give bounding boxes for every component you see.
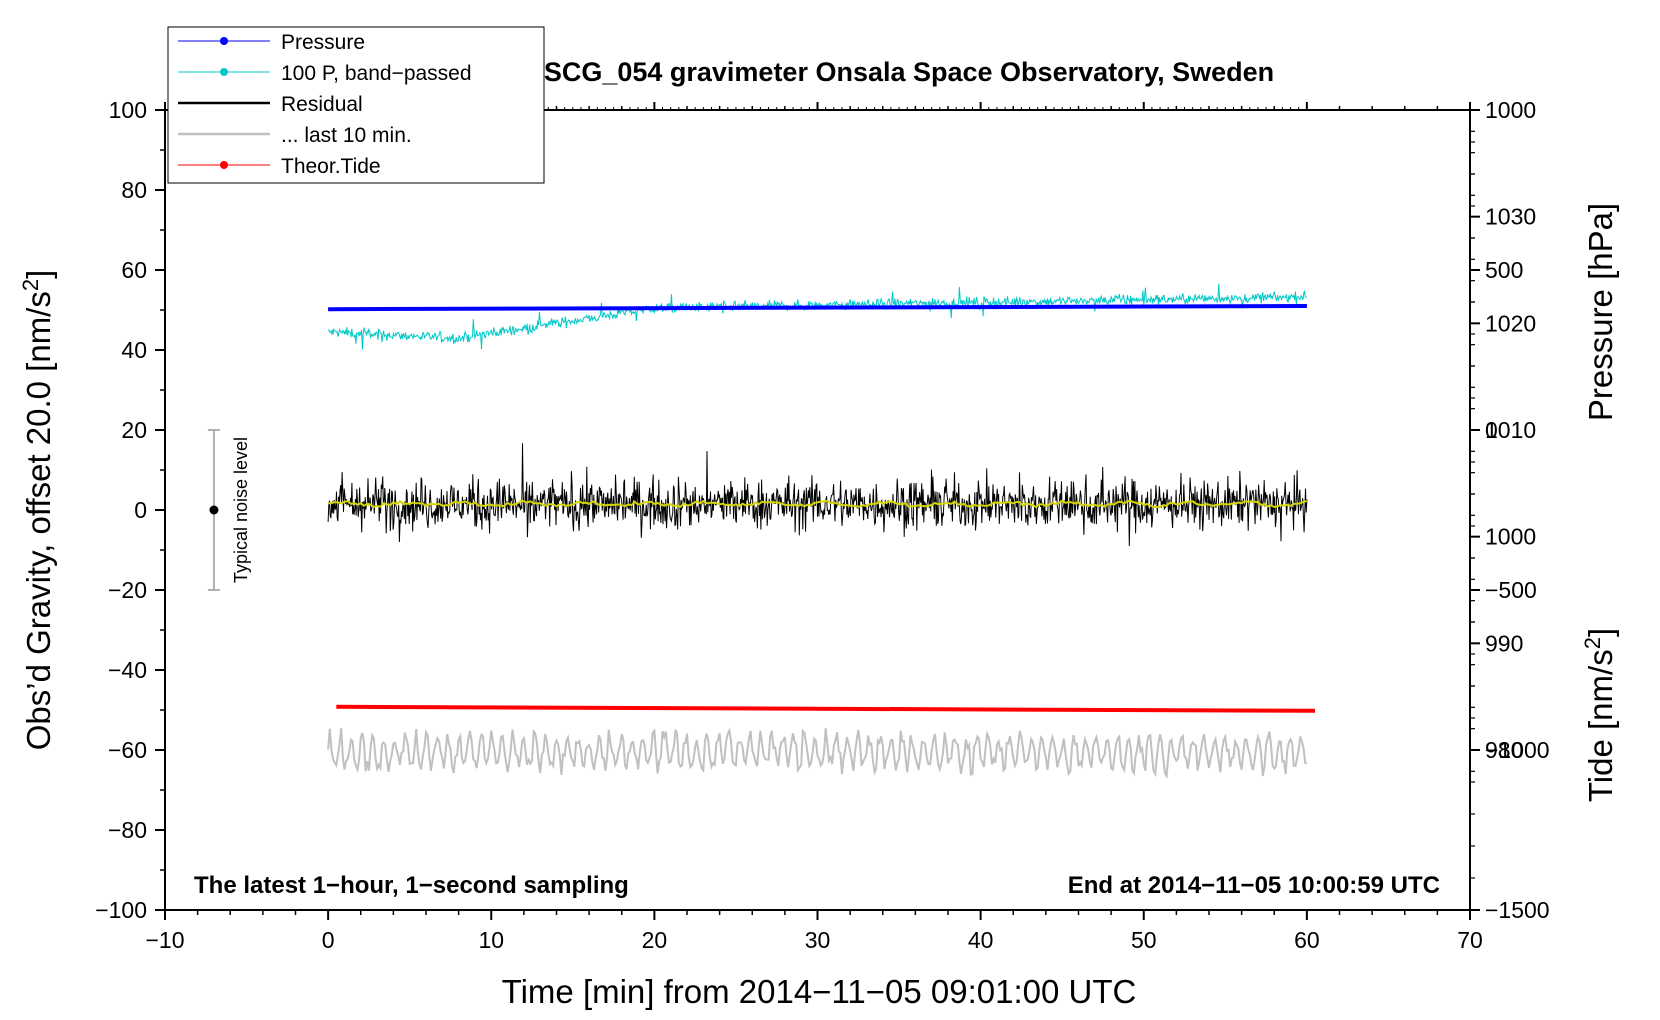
pressure-tick-label: 1000: [1485, 524, 1536, 550]
tide-tick-label: 1000: [1485, 97, 1536, 123]
series-bandpassed-line: [327, 283, 1308, 350]
x-tick-label: 50: [1131, 927, 1157, 953]
y-tick-label: 40: [121, 337, 147, 363]
legend-marker: [220, 161, 228, 169]
x-axis: −10 0 10 20 30 40 50 60 70: [145, 102, 1483, 953]
tide-tick-label: −500: [1485, 577, 1537, 603]
y-tick-label: −20: [108, 577, 147, 603]
legend-label: Residual: [281, 93, 363, 116]
y-axis-pressure: 980 990 1000 1010 1020 1030: [1470, 109, 1536, 772]
y-axis-tide-title-main: Tide [nm/s: [1582, 649, 1619, 802]
annotation-left: The latest 1−hour, 1−second sampling: [194, 872, 629, 899]
y-tick-label: 80: [121, 177, 147, 203]
y-tick-label: 0: [134, 497, 147, 523]
x-tick-label: −10: [145, 927, 184, 953]
y-tick-label: −80: [108, 817, 147, 843]
pressure-tick-label: 1020: [1485, 310, 1536, 336]
x-tick-label: 20: [642, 927, 668, 953]
x-tick-label: 70: [1457, 927, 1483, 953]
series-smoothed-line: [328, 499, 1308, 509]
y-tick-label: −100: [95, 897, 147, 923]
x-axis-title: Time [min] from 2014−11−05 09:01:00 UTC: [502, 973, 1137, 1010]
legend: Pressure 100 P, band−passed Residual ... la…: [167, 26, 545, 184]
series-pressure-line: [328, 304, 1307, 312]
pressure-tick-label: 1010: [1485, 417, 1536, 443]
y-axis-tide-title-sup: 2: [1580, 637, 1605, 649]
x-tick-label: 10: [478, 927, 504, 953]
legend-marker: [220, 37, 228, 45]
pressure-tick-label: 1030: [1485, 204, 1536, 230]
noise-level-indicator: Typical noise level: [207, 429, 251, 591]
x-tick-label: 40: [968, 927, 994, 953]
noise-center-dot: [209, 505, 219, 515]
y-axis-left-title-end: ]: [20, 270, 57, 279]
series-layer: [327, 283, 1316, 780]
y-axis-tide: −1500 −1000 −500 0 500 1000: [1470, 97, 1550, 923]
y-tick-label: −40: [108, 657, 147, 683]
legend-label: Theor.Tide: [281, 155, 381, 178]
chart-title: SCG_054 gravimeter Onsala Space Observat…: [544, 57, 1274, 87]
y-axis-left-title-sup: 2: [18, 279, 43, 291]
tide-tick-label: −1000: [1485, 737, 1550, 763]
legend-label: 100 P, band−passed: [281, 62, 472, 85]
y-axis-tide-title-end: ]: [1582, 628, 1619, 637]
x-tick-label: 0: [322, 927, 335, 953]
series-last10-line: [327, 727, 1308, 780]
x-tick-label: 30: [805, 927, 831, 953]
series-residual-line: [327, 443, 1308, 547]
series-tide-line: [336, 704, 1316, 713]
tide-tick-label: −1500: [1485, 897, 1550, 923]
legend-box: [167, 26, 545, 184]
x-tick-label: 60: [1294, 927, 1320, 953]
annotation-right: End at 2014−11−05 10:00:59 UTC: [1068, 872, 1440, 899]
y-axis-pressure-title: Pressure [hPa]: [1582, 203, 1619, 421]
y-axis-left-title-main: Obs’d Gravity, offset 20.0 [nm/s: [20, 291, 57, 750]
noise-level-label: Typical noise level: [231, 437, 251, 583]
tide-tick-label: 0: [1485, 417, 1498, 443]
tide-tick-label: 500: [1485, 257, 1523, 283]
y-tick-label: 20: [121, 417, 147, 443]
pressure-tick-label: 990: [1485, 630, 1523, 656]
legend-label: ... last 10 min.: [281, 124, 412, 147]
y-tick-label: 100: [109, 97, 147, 123]
y-axis-left: −100 −80 −60 −40 −20 0 20 40 60 80 100: [95, 97, 165, 923]
pressure-tick-label: 980: [1485, 737, 1523, 763]
y-tick-label: −60: [108, 737, 147, 763]
y-axis-tide-title: Tide [nm/s2]: [1580, 628, 1619, 802]
y-axis-left-title: Obs’d Gravity, offset 20.0 [nm/s2]: [18, 270, 57, 751]
legend-marker: [220, 68, 228, 76]
y-tick-label: 60: [121, 257, 147, 283]
legend-label: Pressure: [281, 31, 365, 54]
